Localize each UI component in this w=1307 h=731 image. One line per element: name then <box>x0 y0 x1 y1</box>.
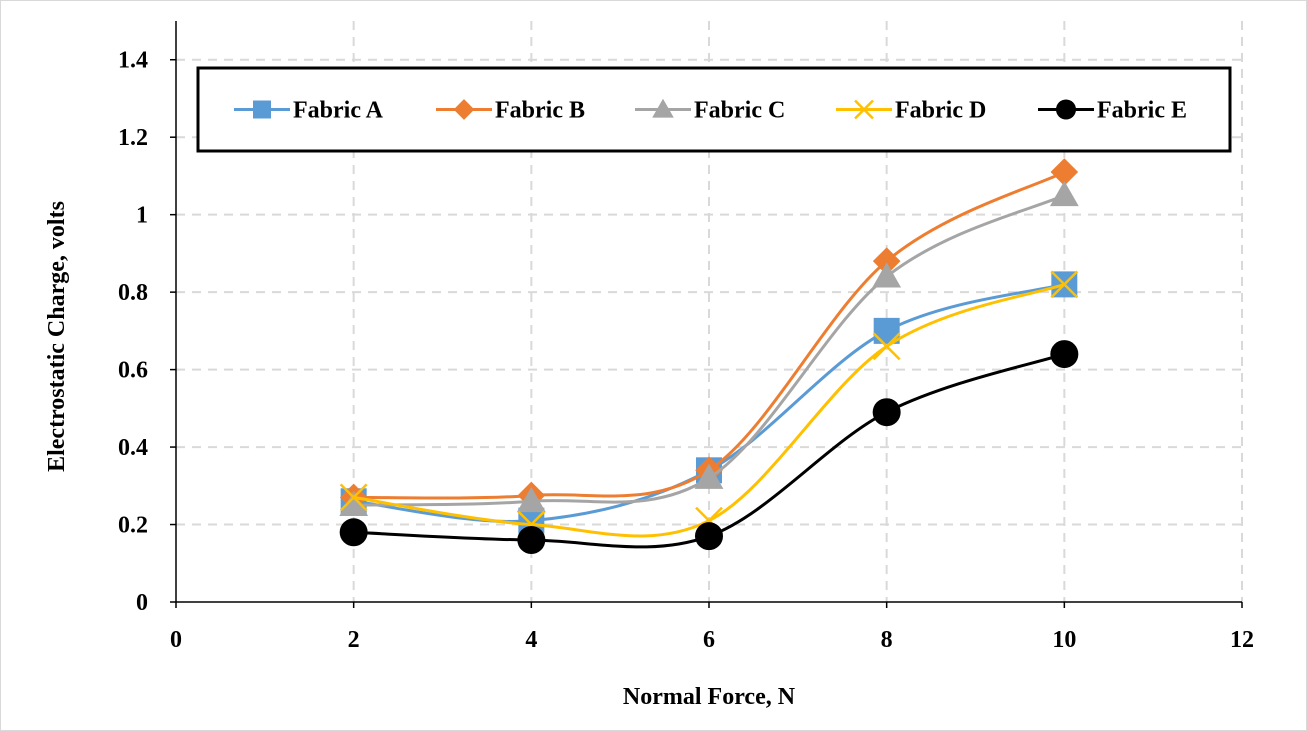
data-point <box>872 332 901 361</box>
legend-entry: Fabric E <box>1038 98 1187 124</box>
data-point <box>872 262 902 288</box>
tick-labels: 0 0.2 0.4 0.6 0.8 1 1.2 1.4 0 2 4 6 8 10 12 <box>118 48 1254 653</box>
legend-label: Fabric C <box>694 98 785 124</box>
data-point <box>694 463 724 489</box>
y-tick-label: 0 <box>136 590 148 616</box>
data-point <box>339 490 369 516</box>
marker-stroke <box>339 483 368 512</box>
y-tick-label: 0.2 <box>118 513 148 539</box>
y-tick-label: 1 <box>136 203 148 229</box>
y-tick-label: 1.2 <box>118 125 148 151</box>
marker-stroke <box>1050 270 1079 299</box>
x-tick-label: 12 <box>1230 627 1254 653</box>
legend-marker <box>453 99 475 120</box>
legend-marker <box>854 99 874 120</box>
legend-label: Fabric E <box>1097 98 1187 124</box>
data-point <box>695 522 723 551</box>
legend-entry: Fabric B <box>436 98 585 124</box>
data-point <box>339 518 368 547</box>
x-axis-title: Normal Force, N <box>623 684 796 710</box>
y-axis-title: Electrostatic Charge, volts <box>44 201 70 472</box>
legend-label: Fabric D <box>895 98 986 124</box>
data-point <box>516 486 546 513</box>
data-point <box>872 398 901 427</box>
data-point <box>339 483 368 512</box>
x-tick-label: 4 <box>525 627 537 653</box>
y-tick-label: 0.6 <box>118 358 148 384</box>
series-line <box>353 170 1066 500</box>
series-fabric-c <box>339 180 1079 516</box>
legend-entry: Fabric D <box>836 98 986 124</box>
y-tick-label: 0.8 <box>118 280 148 306</box>
legend: Fabric A Fabric B Fabric C Fabric D Fabric E <box>196 66 1232 153</box>
data-point <box>517 526 546 555</box>
series-fabric-b <box>339 158 1079 512</box>
x-tick-label: 8 <box>881 627 893 653</box>
legend-marker <box>652 98 674 118</box>
legend-entry: Fabric C <box>635 98 785 124</box>
series-layer <box>339 158 1079 555</box>
legend-marker <box>253 100 271 119</box>
x-tick-label: 10 <box>1052 627 1076 653</box>
y-tick-label: 0.4 <box>118 435 148 461</box>
legend-label: Fabric B <box>495 98 585 124</box>
data-point <box>1050 158 1079 186</box>
x-tick-label: 6 <box>703 627 715 653</box>
series-fabric-e <box>339 340 1079 555</box>
legend-label: Fabric A <box>293 98 384 124</box>
x-tick-label: 2 <box>348 627 360 653</box>
data-point <box>872 247 901 275</box>
series-line <box>353 282 1065 538</box>
marker-stroke <box>872 332 901 361</box>
x-tick-label: 0 <box>170 627 182 653</box>
y-tick-label: 1.4 <box>118 48 148 74</box>
data-point <box>1050 340 1079 369</box>
data-point <box>1049 180 1079 207</box>
legend-marker <box>1056 99 1076 120</box>
series-line <box>353 193 1065 507</box>
data-point <box>1050 270 1079 299</box>
marker-stroke <box>854 99 874 120</box>
legend-entry: Fabric A <box>234 98 384 124</box>
axes <box>170 21 1243 608</box>
